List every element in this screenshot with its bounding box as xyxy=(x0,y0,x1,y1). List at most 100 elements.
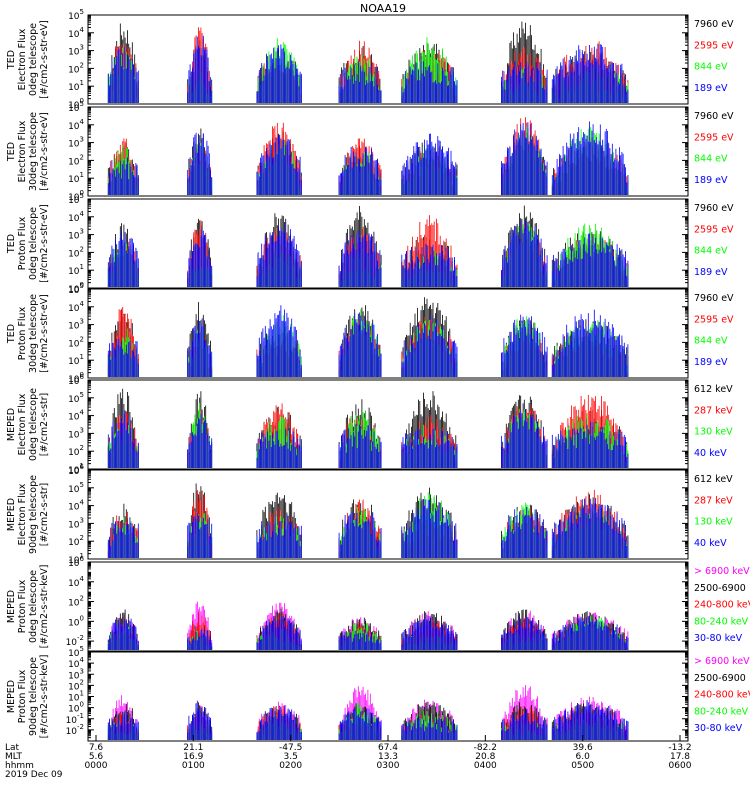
figure-title: NOAA19 xyxy=(360,2,406,15)
ytick-label: 104 xyxy=(68,300,84,314)
legend-item: 2500-6900 xyxy=(694,583,746,594)
xtick-time: 0400 xyxy=(474,761,497,771)
ylabel-line: [#/cm2-s-str] xyxy=(39,483,50,546)
ytick-label: 103 xyxy=(68,516,84,530)
xtick-mlt: 6.0 xyxy=(576,752,591,762)
legend-item: 189 eV xyxy=(694,267,728,278)
ytick-label: 104 xyxy=(68,210,84,224)
ytick-label: 101 xyxy=(68,353,84,367)
xtick-time: 0200 xyxy=(279,761,302,771)
ylabel-line: [#/cm2-s-str-eV] xyxy=(39,294,50,373)
ytick-label: 103 xyxy=(68,44,84,58)
xaxis-row-label: 2019 Dec 09 xyxy=(5,770,63,780)
legend-item: 130 keV xyxy=(694,427,733,438)
legend-item: 612 keV xyxy=(694,474,733,485)
ylabel-line: Proton Flux xyxy=(17,216,28,270)
ytick-label: 103 xyxy=(68,318,84,332)
ylabel-line: Electron Flux xyxy=(17,393,28,455)
legend-item: 7960 eV xyxy=(694,111,734,122)
legend-item: 189 eV xyxy=(694,357,728,368)
ylabel-line: TED xyxy=(6,234,17,254)
xtick-lat: -82.2 xyxy=(474,743,497,753)
ylabel: MEPED Proton Flux 90deg telescope [#/cm2-s-… xyxy=(6,655,50,739)
ytick-label: 100 xyxy=(68,614,84,628)
legend-item: 240-800 keV xyxy=(694,690,750,701)
legend-item: 287 keV xyxy=(694,405,733,416)
series-path xyxy=(107,121,629,195)
ylabel-line: Electron Flux xyxy=(17,483,28,545)
legend-item: 844 eV xyxy=(694,246,728,257)
ylabel-line: MEPED xyxy=(6,680,17,713)
xtick-lat: 39.6 xyxy=(573,743,593,753)
xtick-lat: 21.1 xyxy=(183,743,203,753)
ytick-label: 102 xyxy=(68,61,84,75)
xtick-mlt: 5.6 xyxy=(89,752,104,762)
ytick-label: 104 xyxy=(68,499,84,513)
xtick-lat: 67.4 xyxy=(378,743,398,753)
ylabel-line: Proton Flux xyxy=(17,669,28,723)
xtick-time: 0600 xyxy=(669,761,692,771)
legend-item: 80-240 keV xyxy=(694,706,749,717)
series-path xyxy=(107,305,629,377)
series-path xyxy=(107,700,629,740)
legend-item: 30-80 keV xyxy=(694,723,743,734)
series-trace xyxy=(107,409,629,468)
xaxis-row-label: Lat xyxy=(5,743,20,753)
ylabel-line: MEPED xyxy=(6,498,17,531)
legend-item: 844 eV xyxy=(694,154,728,165)
ylabel-line: TED xyxy=(6,50,17,70)
ylabel-line: Electron Flux xyxy=(17,120,28,182)
ylabel-line: 30deg telescope xyxy=(28,294,39,373)
legend-item: 7960 eV xyxy=(694,203,734,214)
ytick-label: 104 xyxy=(68,575,84,589)
series-path xyxy=(107,497,629,558)
legend-item: 844 eV xyxy=(694,62,728,73)
legend-item: 189 eV xyxy=(694,83,728,94)
ylabel-line: 0deg telescope xyxy=(28,388,39,461)
xtick-mlt: 13.3 xyxy=(378,752,398,762)
xtick-lat: 7.6 xyxy=(89,743,104,753)
ylabel-line: MEPED xyxy=(6,408,17,441)
ytick-label: 102 xyxy=(68,444,84,458)
xtick-time: 0500 xyxy=(571,761,594,771)
series-trace xyxy=(107,35,629,103)
legend-item: 2500-6900 xyxy=(694,673,746,684)
ylabel-line: [#/cm2-s-str] xyxy=(39,393,50,456)
ylabel: TED Electron Flux 30deg telescope [#/cm2-s-… xyxy=(6,112,50,191)
legend-item: 2595 eV xyxy=(694,314,734,325)
ylabel-line: 0deg telescope xyxy=(28,23,39,96)
ytick-label: 101 xyxy=(68,263,84,277)
ytick-label: 103 xyxy=(68,426,84,440)
legend-item: 2595 eV xyxy=(694,40,734,51)
ylabel-line: Proton Flux xyxy=(17,579,28,633)
legend-item: 130 keV xyxy=(694,517,733,528)
legend-item: 2595 eV xyxy=(694,132,734,143)
legend-item: 240-800 keV xyxy=(694,600,750,611)
ytick-label: 101 xyxy=(68,171,84,185)
ylabel-line: 90deg telescope xyxy=(28,657,39,736)
xtick-lat: -47.5 xyxy=(279,743,302,753)
legend-item: 844 eV xyxy=(694,336,728,347)
ylabel-line: [#/cm2-s-str-eV] xyxy=(39,112,50,191)
ytick-label: 104 xyxy=(68,409,84,423)
ylabel-line: TED xyxy=(6,142,17,162)
ytick-label: 105 xyxy=(68,8,84,22)
ytick-label: 103 xyxy=(68,136,84,150)
ylabel-line: TED xyxy=(6,324,17,344)
xaxis-row-label: MLT xyxy=(5,752,23,762)
ytick-label: 105 xyxy=(68,391,84,405)
legend-item: 80-240 keV xyxy=(694,616,749,627)
ytick-label: 101 xyxy=(68,79,84,93)
ytick-label: 102 xyxy=(68,595,84,609)
ylabel: MEPED Electron Flux 0deg telescope [#/cm2-s… xyxy=(6,388,50,461)
xaxis-row-label: hhmm xyxy=(5,761,34,771)
legend-item: 40 keV xyxy=(694,538,727,549)
